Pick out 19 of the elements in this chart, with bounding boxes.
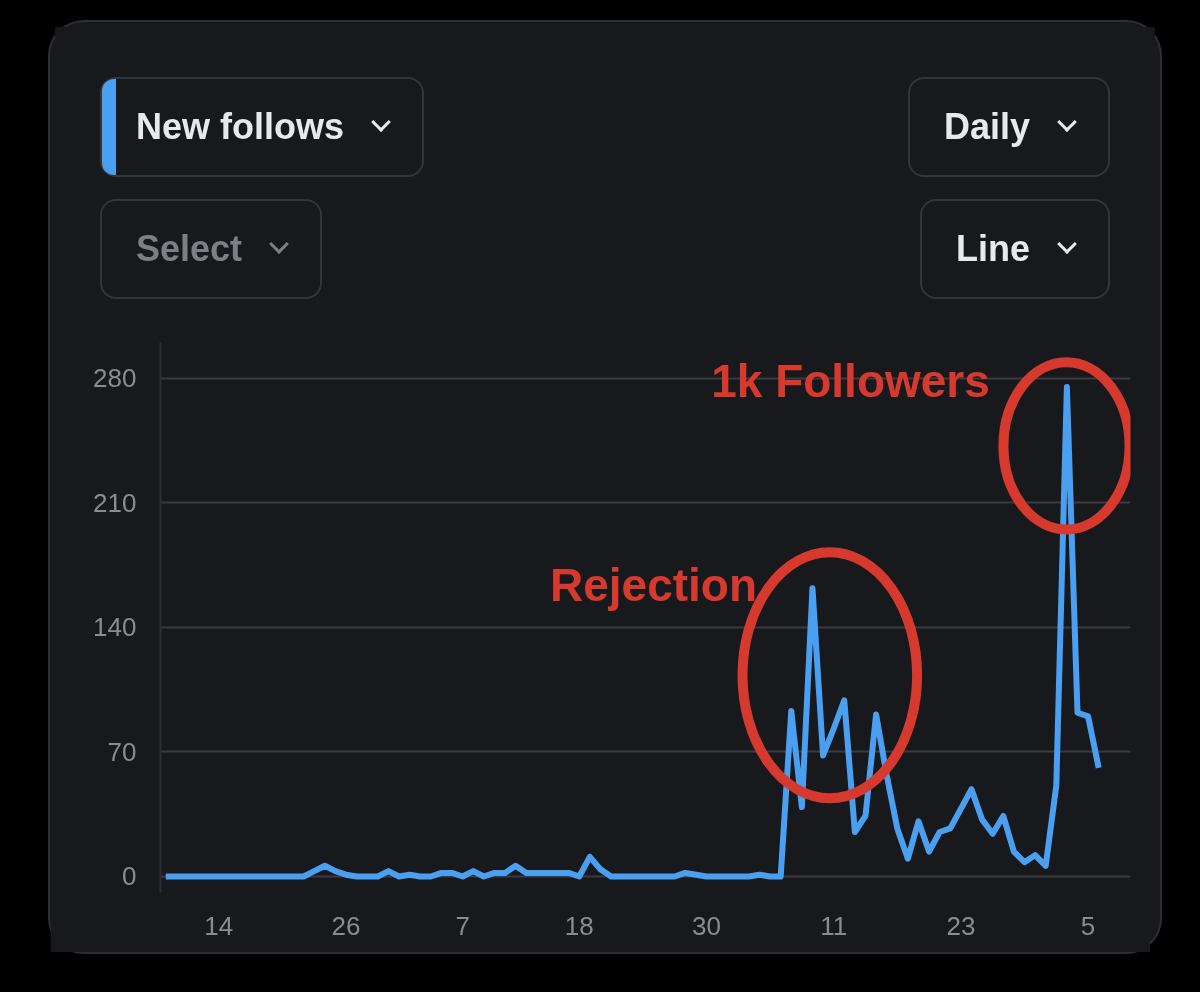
- text: Select: [136, 227, 243, 272]
- x-tick-label: 23: [946, 910, 976, 941]
- text: Daily: [943, 105, 1030, 150]
- y-tick-label: 0: [122, 861, 137, 892]
- x-tick-label: 26: [331, 910, 361, 941]
- x-tick-label: 5: [1080, 910, 1096, 941]
- x-tick-label: 11: [820, 910, 848, 941]
- x-tick-label: 7: [455, 910, 470, 941]
- annotation: Rejection: [550, 558, 758, 611]
- annotation: 1k Followers: [711, 355, 990, 407]
- y-tick-label: 210: [93, 487, 137, 518]
- x-tick-label: 18: [564, 910, 594, 941]
- y-tick-label: 70: [107, 736, 137, 767]
- y-tick-label: 140: [93, 612, 137, 643]
- x-tick-label: 30: [692, 910, 721, 941]
- text: New follows: [136, 105, 345, 150]
- text: Line: [955, 227, 1030, 272]
- y-tick-label: 280: [93, 363, 137, 394]
- x-tick-label: 14: [204, 910, 234, 941]
